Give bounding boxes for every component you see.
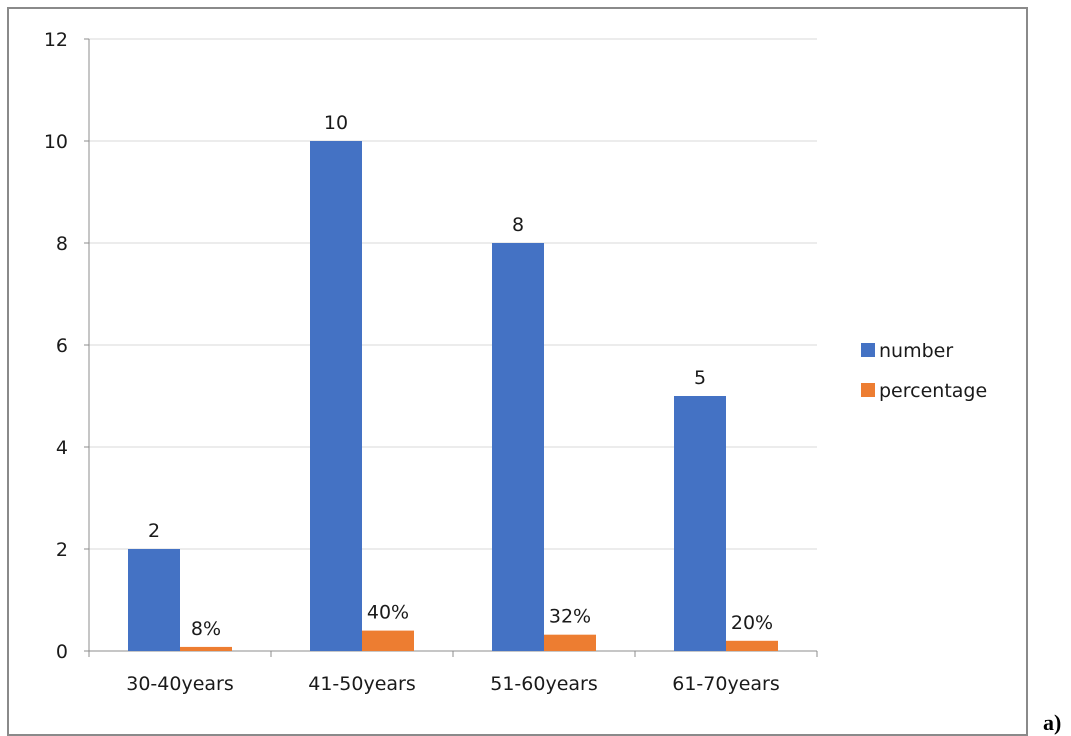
y-tick-label-10: 10	[44, 131, 68, 153]
bar-percentage-1	[362, 630, 414, 651]
legend-swatch-percentage	[861, 383, 875, 397]
bar-number-3	[674, 396, 726, 651]
data-label-number-1: 10	[324, 112, 348, 134]
data-label-number-0: 2	[148, 520, 160, 542]
bar-percentage-0	[180, 646, 232, 651]
panel-label: a)	[1043, 710, 1062, 735]
x-tick-label-3: 61-70years	[672, 673, 780, 695]
legend-label-percentage: percentage	[879, 380, 987, 402]
data-label-percentage-0: 8%	[191, 618, 221, 640]
x-tick-label-2: 51-60years	[490, 673, 598, 695]
y-tick-label-2: 2	[56, 539, 68, 561]
bar-percentage-3	[726, 640, 778, 651]
y-tick-label-0: 0	[56, 641, 68, 663]
data-label-number-2: 8	[512, 214, 524, 236]
y-tick-label-4: 4	[56, 437, 68, 459]
legend-label-number: number	[879, 340, 953, 362]
bar-number-0	[128, 549, 180, 651]
data-label-number-3: 5	[694, 367, 706, 389]
data-label-percentage-2: 32%	[549, 606, 591, 628]
legend-swatch-number	[861, 343, 875, 357]
bar-number-2	[492, 243, 544, 651]
data-label-percentage-1: 40%	[367, 602, 409, 624]
x-tick-label-1: 41-50years	[308, 673, 416, 695]
bar-number-1	[310, 141, 362, 651]
x-tick-label-0: 30-40years	[126, 673, 234, 695]
data-label-percentage-3: 20%	[731, 612, 773, 634]
y-tick-label-8: 8	[56, 233, 68, 255]
y-tick-label-12: 12	[44, 29, 68, 51]
y-tick-label-6: 6	[56, 335, 68, 357]
bar-percentage-2	[544, 634, 596, 651]
